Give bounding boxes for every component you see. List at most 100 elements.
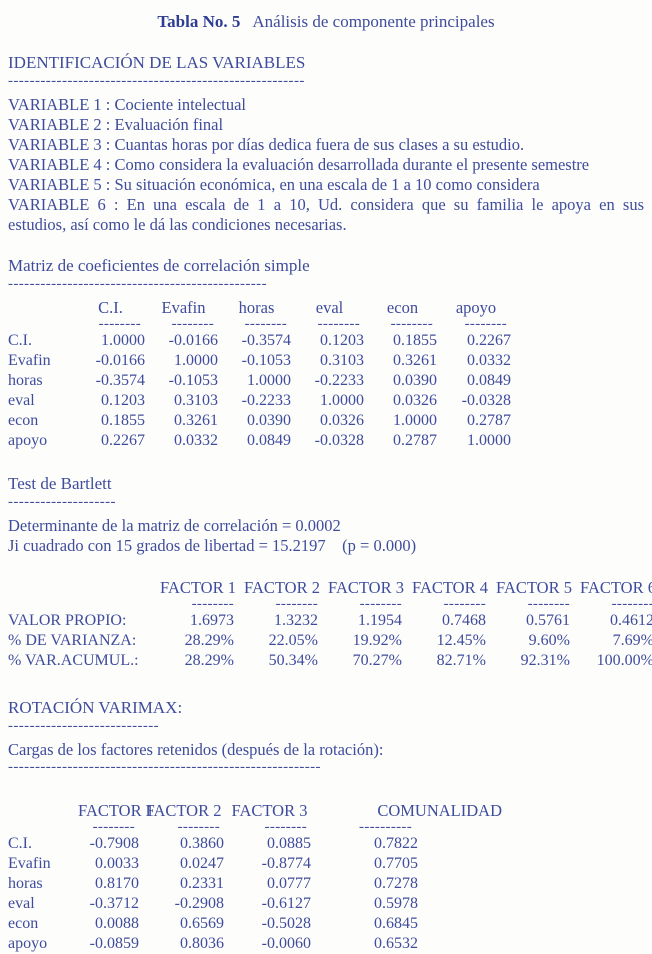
dash-row: -------- -------- -------- ----------	[8, 819, 504, 835]
page-title: Tabla No. 5 Análisis de componente princi…	[8, 12, 644, 32]
cell-value: 9.60%	[528, 632, 570, 649]
cell-value: 1.0000	[174, 352, 218, 369]
column-header: FACTOR 1	[160, 578, 236, 597]
row-label: apoyo	[8, 432, 48, 449]
cell-value: 0.2787	[467, 412, 511, 429]
row-label: Evafin	[8, 855, 51, 872]
chi-square-line: Ji cuadrado con 15 grados de libertad = …	[8, 536, 417, 555]
column-dash: --------	[177, 819, 220, 835]
empty-corner-cell	[8, 578, 156, 598]
row-label: % VAR.ACUMUL.:	[8, 652, 139, 669]
table-row: eval 0.1203 0.3103 -0.2233 1.0000 0.0326…	[8, 391, 513, 411]
table-header-row: C.I. Evafin horas eval econ apoyo	[8, 298, 513, 318]
cell-value: 12.45%	[436, 632, 486, 649]
cell-value: 19.92%	[352, 632, 402, 649]
section-bartlett: Test de Bartlett -------------------- De…	[8, 473, 644, 556]
cell-value: -0.0060	[261, 935, 311, 952]
column-dash: --------	[527, 596, 570, 612]
cell-value: 0.0326	[320, 412, 364, 429]
row-label: eval	[8, 392, 35, 409]
dash-row: -------- -------- -------- -------- ----…	[8, 596, 652, 612]
cell-value: 92.31%	[520, 652, 570, 669]
column-header: FACTOR 6	[580, 578, 652, 597]
table-row: C.I. -0.7908 0.3860 0.0885 0.7822	[8, 834, 504, 854]
cell-value: -0.5028	[261, 915, 311, 932]
cell-value: 0.3860	[180, 835, 224, 852]
column-header: C.I.	[98, 298, 123, 317]
cell-value: -0.0328	[461, 392, 511, 409]
column-header: apoyo	[455, 298, 497, 317]
cell-value: -0.3574	[241, 332, 291, 349]
cell-value: -0.7908	[89, 835, 139, 852]
cell-value: 7.69%	[612, 632, 652, 649]
cell-value: 0.8036	[180, 935, 224, 952]
empty-cell	[8, 598, 156, 611]
cell-value: 0.0033	[95, 855, 139, 872]
row-label: horas	[8, 372, 43, 389]
separator-line: ----------------------------------------…	[8, 276, 267, 292]
column-header: COMUNALIDAD	[377, 801, 502, 820]
row-label: VALOR PROPIO:	[8, 612, 127, 629]
column-dash: --------	[275, 596, 318, 612]
column-dash: --------	[611, 596, 652, 612]
table-row: econ 0.0088 0.6569 -0.5028 0.6845	[8, 914, 504, 934]
cell-value: 0.0247	[180, 855, 224, 872]
row-label: horas	[8, 875, 43, 892]
cell-value: 0.0849	[247, 432, 291, 449]
varimax-heading: ROTACIÓN VARIMAX:	[8, 698, 183, 717]
table-row: apoyo -0.0859 0.8036 -0.0060 0.6532	[8, 934, 504, 954]
table-header-row: FACTOR 1 FACTOR 2 FACTOR 3 COMUNALIDAD	[8, 801, 504, 821]
column-dash: --------	[359, 596, 402, 612]
cell-value: 0.0088	[95, 915, 139, 932]
cell-value: -0.6127	[261, 895, 311, 912]
cell-value: 0.3103	[320, 352, 364, 369]
column-header: FACTOR 2	[145, 801, 222, 820]
cell-value: -0.2233	[314, 372, 364, 389]
cell-value: -0.0859	[89, 935, 139, 952]
table-row: C.I. 1.0000 -0.0166 -0.3574 0.1203 0.185…	[8, 331, 513, 351]
cell-value: 0.6845	[374, 915, 418, 932]
separator-line: ----------------------------	[8, 718, 160, 734]
cell-value: 0.2267	[101, 432, 145, 449]
cell-value: 1.6973	[190, 612, 234, 629]
column-header: FACTOR 3	[328, 578, 404, 597]
determinant-line: Determinante de la matriz de correlación…	[8, 516, 341, 535]
cell-value: -0.2233	[241, 392, 291, 409]
separator-line: ----------------------------------------…	[8, 73, 305, 89]
cell-value: 0.0849	[467, 372, 511, 389]
cell-value: -0.0328	[314, 432, 364, 449]
cell-value: -0.3574	[95, 372, 145, 389]
cell-value: -0.2908	[174, 895, 224, 912]
cell-value: 0.1203	[320, 332, 364, 349]
cell-value: 0.8170	[95, 875, 139, 892]
cell-value: 0.0332	[174, 432, 218, 449]
cell-value: 1.0000	[320, 392, 364, 409]
cell-value: 0.0777	[267, 875, 311, 892]
rotated-loadings-table: FACTOR 1 FACTOR 2 FACTOR 3 COMUNALIDAD -…	[8, 801, 504, 954]
cell-value: 100.00%	[596, 652, 652, 669]
cell-value: 1.3232	[274, 612, 318, 629]
cell-value: 0.0390	[247, 412, 291, 429]
row-label: % DE VARIANZA:	[8, 632, 137, 649]
table-row: % VAR.ACUMUL.: 28.29% 50.34% 70.27% 82.7…	[8, 651, 652, 671]
cell-value: 0.3103	[174, 392, 218, 409]
correlation-matrix-table: C.I. Evafin horas eval econ apoyo ------…	[8, 298, 513, 451]
cell-value: 1.0000	[101, 332, 145, 349]
cell-value: 0.5761	[526, 612, 570, 629]
cell-value: 0.1203	[101, 392, 145, 409]
variable-1-line: VARIABLE 1 : Cociente intelectual	[8, 95, 246, 114]
row-label: Evafin	[8, 352, 51, 369]
row-label: C.I.	[8, 332, 32, 349]
cell-value: 82.71%	[436, 652, 486, 669]
column-dash: --------	[171, 316, 214, 332]
separator-line: --------------------	[8, 494, 116, 510]
cell-value: 22.05%	[268, 632, 318, 649]
column-dash: --------	[98, 316, 141, 332]
cell-value: 0.3261	[393, 352, 437, 369]
column-header: Evafin	[161, 298, 206, 317]
cell-value: 0.5978	[374, 895, 418, 912]
cell-value: -0.1053	[241, 352, 291, 369]
column-header: FACTOR 4	[412, 578, 488, 597]
column-header: FACTOR 1	[78, 801, 154, 820]
empty-corner-cell	[8, 298, 74, 318]
